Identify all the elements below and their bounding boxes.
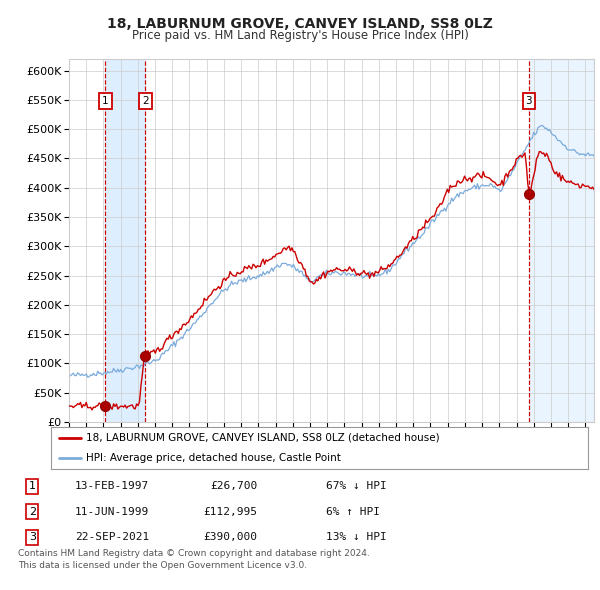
Text: 1: 1 [102, 96, 109, 106]
Text: 11-JUN-1999: 11-JUN-1999 [75, 507, 149, 517]
Text: 6% ↑ HPI: 6% ↑ HPI [326, 507, 380, 517]
Text: 67% ↓ HPI: 67% ↓ HPI [326, 481, 386, 491]
Text: 1: 1 [29, 481, 36, 491]
Text: 18, LABURNUM GROVE, CANVEY ISLAND, SS8 0LZ: 18, LABURNUM GROVE, CANVEY ISLAND, SS8 0… [107, 17, 493, 31]
Bar [529, 59, 594, 422]
Bar [106, 59, 145, 422]
Text: 13-FEB-1997: 13-FEB-1997 [75, 481, 149, 491]
Text: 2: 2 [29, 507, 36, 517]
Text: Contains HM Land Registry data © Crown copyright and database right 2024.: Contains HM Land Registry data © Crown c… [18, 549, 370, 558]
Text: 3: 3 [29, 532, 36, 542]
Text: 18, LABURNUM GROVE, CANVEY ISLAND, SS8 0LZ (detached house): 18, LABURNUM GROVE, CANVEY ISLAND, SS8 0… [86, 432, 440, 442]
Text: 22-SEP-2021: 22-SEP-2021 [75, 532, 149, 542]
Text: £390,000: £390,000 [203, 532, 257, 542]
Text: 2: 2 [142, 96, 149, 106]
Text: HPI: Average price, detached house, Castle Point: HPI: Average price, detached house, Cast… [86, 453, 341, 463]
Text: 3: 3 [526, 96, 532, 106]
Text: 13% ↓ HPI: 13% ↓ HPI [326, 532, 386, 542]
Text: This data is licensed under the Open Government Licence v3.0.: This data is licensed under the Open Gov… [18, 561, 307, 570]
Text: £112,995: £112,995 [203, 507, 257, 517]
Text: £26,700: £26,700 [210, 481, 257, 491]
Text: Price paid vs. HM Land Registry's House Price Index (HPI): Price paid vs. HM Land Registry's House … [131, 29, 469, 42]
